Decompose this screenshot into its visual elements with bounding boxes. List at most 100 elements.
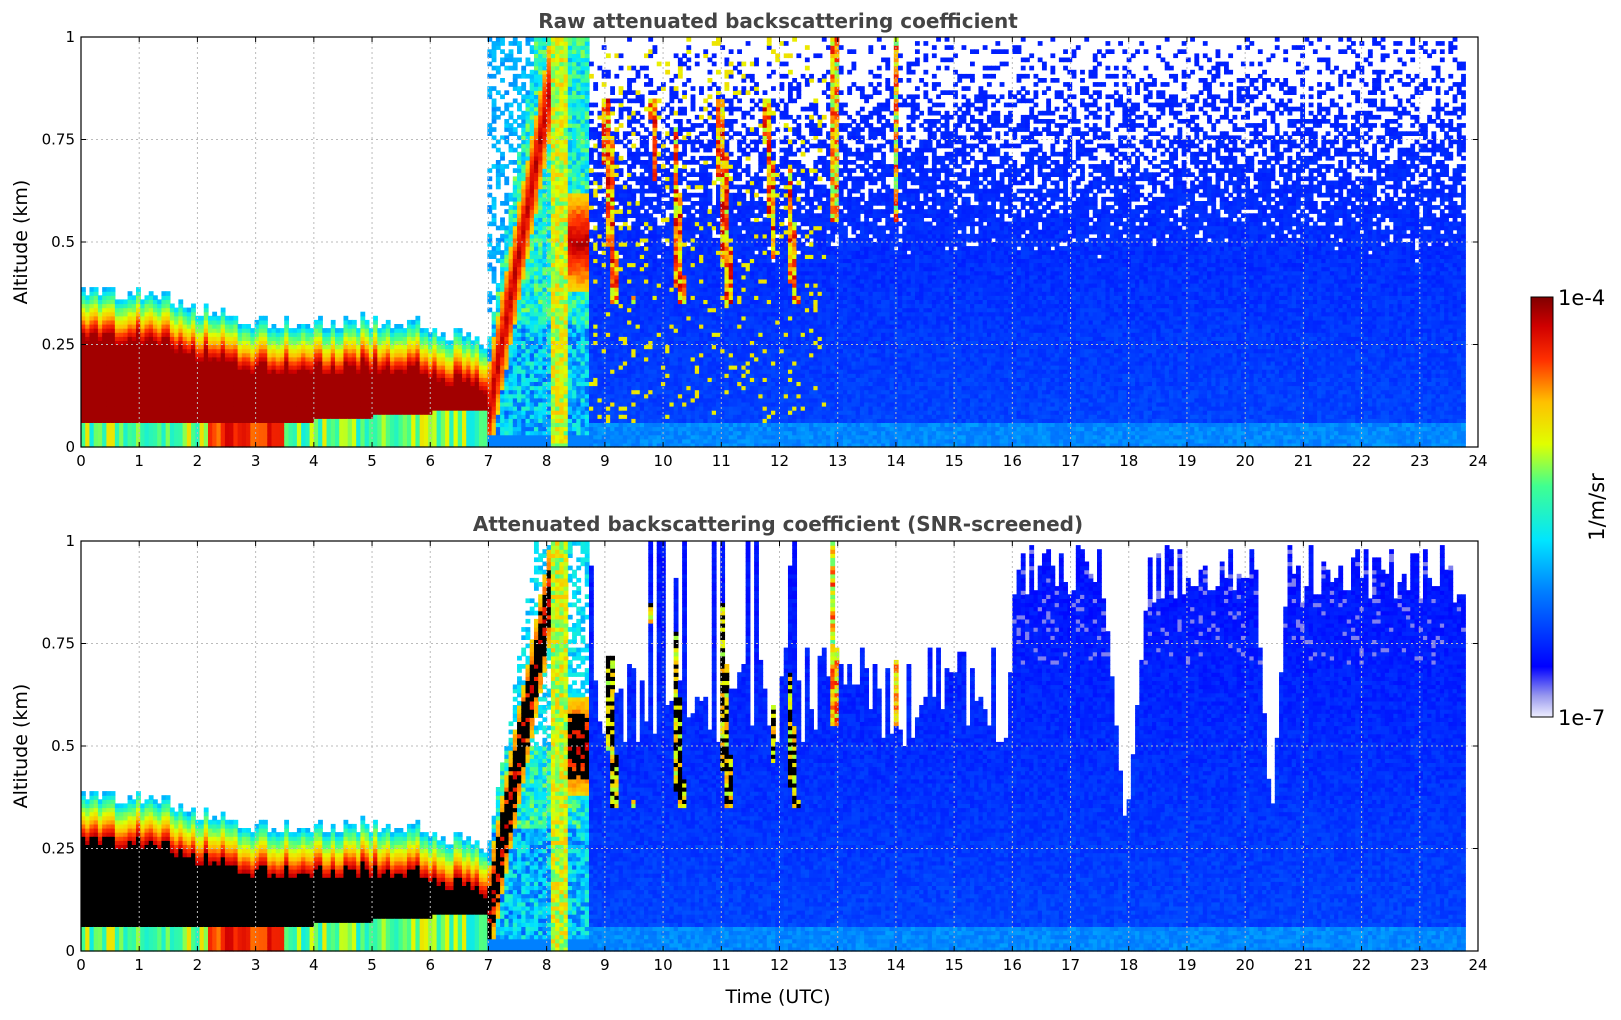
heatmap-cell <box>496 402 501 407</box>
heatmap-cell <box>458 435 463 440</box>
heatmap-cell <box>233 316 238 321</box>
heatmap-cell <box>424 361 429 366</box>
heatmap-cell <box>394 394 399 399</box>
heatmap-cell <box>331 345 336 350</box>
heatmap-cell <box>432 418 437 423</box>
heatmap-cell <box>399 439 404 444</box>
heatmap-cell <box>170 431 175 436</box>
heatmap-cell <box>297 373 302 378</box>
heatmap-cell <box>415 377 420 382</box>
heatmap-cell <box>233 418 238 423</box>
heatmap-cell <box>445 398 450 403</box>
heatmap-cell <box>85 402 90 407</box>
heatmap-cell <box>301 394 306 399</box>
heatmap-cell <box>280 422 285 427</box>
heatmap-cell <box>432 431 437 436</box>
heatmap-cell <box>356 439 361 444</box>
heatmap-cell <box>263 316 268 321</box>
heatmap-cell <box>229 402 234 407</box>
heatmap-cell <box>123 406 128 411</box>
heatmap-cell <box>166 304 171 309</box>
heatmap-cell <box>339 328 344 333</box>
heatmap-cell <box>445 386 450 391</box>
heatmap-cell <box>233 402 238 407</box>
heatmap-cell <box>111 295 116 300</box>
heatmap-cell <box>343 414 348 419</box>
heatmap-cell <box>470 345 475 350</box>
heatmap-cell <box>212 386 217 391</box>
heatmap-cell <box>449 361 454 366</box>
heatmap-cell <box>293 332 298 337</box>
heatmap-cell <box>301 361 306 366</box>
heatmap-cell <box>145 361 150 366</box>
heatmap-cell <box>466 377 471 382</box>
heatmap-cell <box>293 365 298 370</box>
heatmap-cell <box>229 427 234 432</box>
heatmap-cell <box>94 349 99 354</box>
heatmap-cell <box>250 418 255 423</box>
heatmap-cell <box>394 336 399 341</box>
heatmap-cell <box>373 431 378 436</box>
heatmap-cell <box>170 369 175 374</box>
heatmap-cell <box>81 291 86 296</box>
heatmap-cell <box>123 439 128 444</box>
heatmap-cell <box>445 431 450 436</box>
heatmap-cell <box>492 369 497 374</box>
heatmap-cell <box>119 381 124 386</box>
heatmap-cell <box>161 349 166 354</box>
heatmap-cell <box>390 394 395 399</box>
heatmap-cell <box>102 308 107 313</box>
heatmap-cell <box>496 406 501 411</box>
heatmap-cell <box>445 435 450 440</box>
heatmap-cell <box>348 386 353 391</box>
heatmap-cell <box>293 386 298 391</box>
heatmap-cell <box>183 390 188 395</box>
heatmap-cell <box>115 369 120 374</box>
heatmap-cell <box>208 324 213 329</box>
heatmap-cell <box>233 332 238 337</box>
heatmap-cell <box>492 427 497 432</box>
heatmap-cell <box>123 402 128 407</box>
heatmap-cell <box>437 427 442 432</box>
heatmap-cell <box>161 328 166 333</box>
heatmap-cell <box>343 349 348 354</box>
heatmap-cell <box>415 381 420 386</box>
heatmap-cell <box>382 422 387 427</box>
heatmap-cell <box>111 414 116 419</box>
heatmap-cell <box>119 361 124 366</box>
heatmap-cell <box>449 373 454 378</box>
heatmap-cell <box>411 361 416 366</box>
heatmap-cell <box>339 332 344 337</box>
heatmap-cell <box>454 414 459 419</box>
heatmap-cell <box>216 361 221 366</box>
heatmap-cell <box>318 431 323 436</box>
heatmap-cell <box>225 386 230 391</box>
heatmap-cell <box>153 345 158 350</box>
heatmap-cell <box>411 377 416 382</box>
heatmap-cell <box>360 332 365 337</box>
heatmap-cell <box>284 427 289 432</box>
heatmap-cell <box>89 369 94 374</box>
heatmap-cell <box>216 381 221 386</box>
heatmap-cell <box>479 427 484 432</box>
heatmap-cell <box>136 377 141 382</box>
heatmap-cell <box>225 418 230 423</box>
heatmap-cell <box>191 353 196 358</box>
heatmap-cell <box>403 414 408 419</box>
heatmap-cell <box>94 377 99 382</box>
heatmap-cell <box>411 332 416 337</box>
heatmap-cell <box>466 427 471 432</box>
heatmap-cell <box>183 406 188 411</box>
heatmap-cell <box>111 398 116 403</box>
heatmap-cell <box>339 398 344 403</box>
heatmap-cell <box>369 386 374 391</box>
heatmap-cell <box>102 365 107 370</box>
heatmap-cell <box>496 386 501 391</box>
heatmap-cell <box>263 402 268 407</box>
heatmap-cell <box>208 418 213 423</box>
heatmap-cell <box>327 328 332 333</box>
heatmap-cell <box>204 304 209 309</box>
heatmap-cell <box>174 414 179 419</box>
heatmap-cell <box>85 398 90 403</box>
heatmap-cell <box>161 304 166 309</box>
